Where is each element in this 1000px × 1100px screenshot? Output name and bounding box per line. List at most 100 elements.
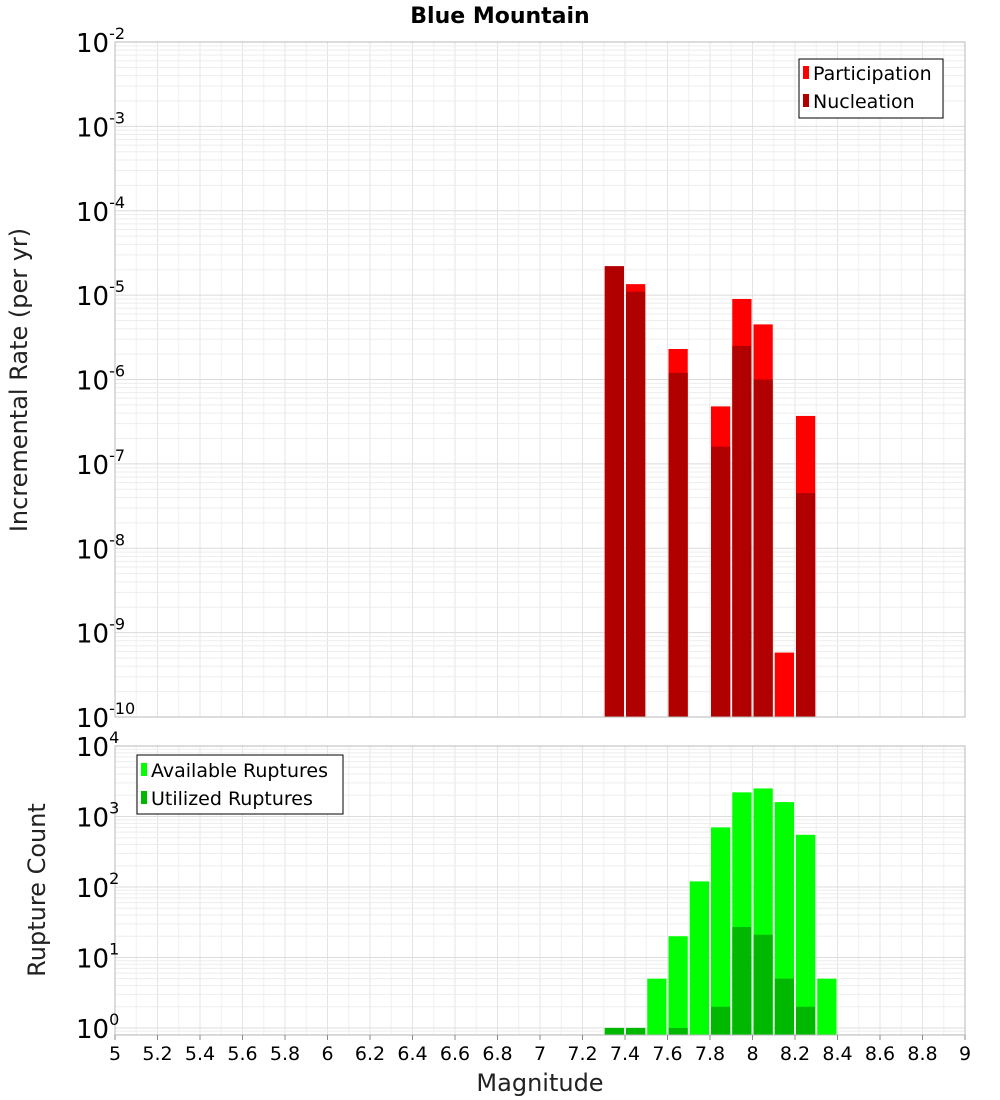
legend-label-available: Available Ruptures [151,760,328,782]
rate-y-tick-exp: -3 [109,108,125,127]
rate-y-tick-exp: -4 [109,193,125,212]
rate-y-tick-label: 10-6 [76,362,125,397]
count-bar-utilized-ruptures [753,934,773,1035]
x-tick-label: 5.2 [142,1043,172,1065]
legend-swatch-participation [803,66,809,79]
x-ticks: 5 5.2 5.4 5.6 5.8 6 6.2 6.4 6.6 6.8 7 7.2 7.4 7.6 7.8 8… [109,1035,971,1065]
rate-bar-nucleation [732,345,752,717]
count-bar-available-ruptures [689,881,709,1035]
rate-y-tick-exp: -10 [109,699,135,718]
x-tick-label: 7.8 [695,1043,725,1065]
count-bars [604,788,837,1035]
count-y-tick-exp: 1 [109,939,119,958]
x-tick-label: 8.4 [822,1043,852,1065]
rate-grid [114,42,966,718]
count-y-tick-label: 103 [76,798,119,833]
count-bar-utilized-ruptures [796,1006,816,1035]
count-bar-available-ruptures [796,834,816,1035]
rate-y-tick-base: 10 [76,282,109,312]
count-bar-available-ruptures [817,978,837,1035]
x-tick-label: 6 [321,1043,333,1065]
x-tick-label: 8 [746,1043,758,1065]
count-bar-utilized-ruptures [711,1006,731,1035]
x-tick-label: 7.2 [567,1043,597,1065]
legend-label-participation: Participation [813,63,932,85]
rate-y-tick-base: 10 [76,113,109,143]
count-y-tick-label: 101 [76,939,119,974]
rate-bars [604,266,816,717]
rate-y-tick-label: 10-3 [76,108,125,143]
rate-bar-nucleation [711,446,731,717]
x-tick-label: 6.8 [482,1043,512,1065]
count-y-tick-exp: 0 [109,1010,119,1029]
legend-swatch-available [141,763,147,776]
x-tick-label: 7.6 [652,1043,682,1065]
rate-bar-nucleation [796,493,816,717]
rate-bar-nucleation [604,266,624,717]
rate-y-tick-exp: -6 [109,362,125,381]
count-y-tick-base: 10 [76,803,109,833]
count-y-tick-base: 10 [76,1015,109,1045]
count-bar-available-ruptures [647,978,667,1035]
x-tick-label: 5.4 [185,1043,215,1065]
count-bar-available-ruptures [711,827,731,1035]
rate-legend: Participation Nucleation [798,58,944,119]
count-y-tick-exp: 2 [109,869,119,888]
count-y-tick-base: 10 [76,733,109,763]
rate-y-tick-label: 10-9 [76,615,125,650]
rate-y-tick-label: 10-2 [76,24,125,59]
rate-y-tick-exp: -5 [109,277,125,296]
count-y-tick-base: 10 [76,874,109,904]
count-y-tick-exp: 4 [109,728,119,747]
legend-swatch-nucleation [803,94,809,107]
x-tick-label: 5.6 [227,1043,257,1065]
rate-bar-participation [774,652,794,717]
rate-y-tick-label: 10-10 [76,699,135,734]
count-grid [114,746,966,1036]
rate-bar-nucleation [668,372,688,717]
x-tick-label: 6.6 [440,1043,470,1065]
count-y-tick-exp: 3 [109,798,119,817]
rate-y-tick-exp: -2 [109,24,125,43]
rate-y-tick-label: 10-5 [76,277,125,312]
count-y-tick-base: 10 [76,944,109,974]
legend-label-utilized: Utilized Ruptures [151,788,313,810]
count-bar-available-ruptures [668,936,688,1035]
x-axis-label: Magnitude [476,1069,603,1097]
rate-y-tick-exp: -8 [109,530,125,549]
rate-y-tick-base: 10 [76,704,109,734]
count-bar-available-ruptures [774,802,794,1035]
x-tick-label: 5.8 [270,1043,300,1065]
rate-y-tick-base: 10 [76,451,109,481]
rate-y-tick-exp: -9 [109,615,125,634]
count-y-tick-label: 100 [76,1010,119,1045]
rate-y-tick-label: 10-7 [76,446,125,481]
legend-label-nucleation: Nucleation [813,91,915,113]
count-y-tick-label: 102 [76,869,119,904]
x-tick-label: 5 [109,1043,121,1065]
rate-bar-nucleation [753,379,773,717]
x-tick-label: 7 [534,1043,546,1065]
x-tick-label: 6.4 [397,1043,427,1065]
count-bar-utilized-ruptures [626,1027,646,1035]
x-tick-label: 7.4 [610,1043,640,1065]
count-y-tick-label: 104 [76,728,119,763]
rate-plot-border [114,41,966,718]
count-bar-utilized-ruptures [774,978,794,1035]
rate-y-tick-exp: -7 [109,446,125,465]
rate-y-tick-base: 10 [76,620,109,650]
rate-y-axis-label: Incremental Rate (per yr) [5,228,33,532]
x-tick-label: 8.8 [907,1043,937,1065]
chart-title: Blue Mountain [410,4,589,29]
rate-y-ticks: 10-210-310-410-510-610-710-810-910-10 [76,24,135,734]
rate-y-tick-base: 10 [76,198,109,228]
count-bar-utilized-ruptures [604,1027,624,1035]
rate-y-tick-label: 10-8 [76,530,125,565]
rate-y-tick-base: 10 [76,29,109,59]
count-bar-utilized-ruptures [668,1027,688,1035]
x-tick-label: 8.2 [780,1043,810,1065]
count-legend: Available Ruptures Utilized Ruptures [136,754,344,815]
x-tick-label: 6.2 [355,1043,385,1065]
